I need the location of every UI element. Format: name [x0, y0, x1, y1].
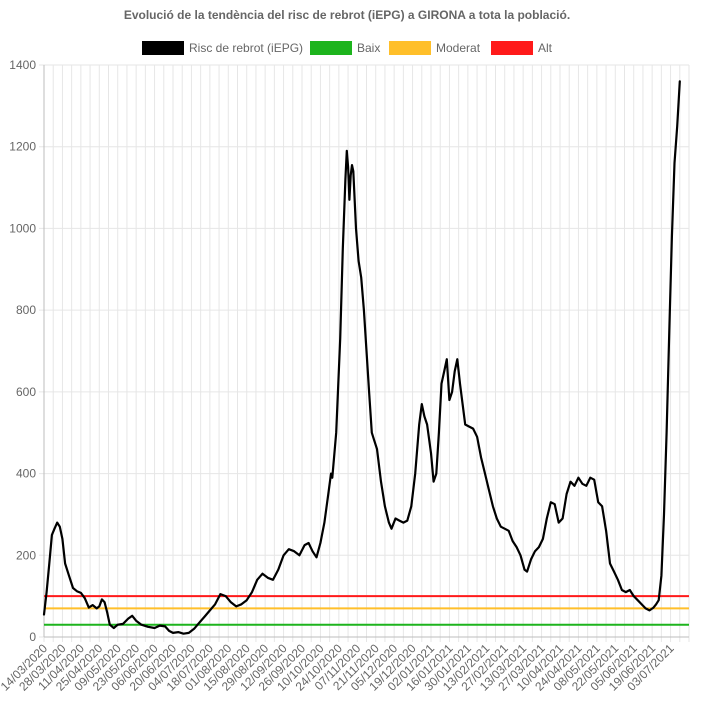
y-tick-label: 1400: [9, 58, 36, 72]
series-lines: [42, 80, 681, 635]
y-tick-label: 400: [16, 467, 36, 481]
chart-title: Evolució de la tendència del risc de reb…: [124, 8, 570, 22]
y-axis-ticks: 0 200 400 600 800 1000 1200 1400: [9, 58, 36, 644]
y-tick-label: 200: [16, 548, 36, 562]
legend: Risc de rebrot (iEPG) Baix Moderat Alt: [142, 41, 553, 55]
legend-swatch-risc: [142, 41, 184, 55]
legend-label-moderat: Moderat: [436, 41, 481, 55]
y-tick-label: 600: [16, 385, 36, 399]
legend-item-risc[interactable]: Risc de rebrot (iEPG): [142, 41, 303, 55]
y-tick-label: 800: [16, 303, 36, 317]
legend-item-alt[interactable]: Alt: [491, 41, 553, 55]
legend-label-alt: Alt: [538, 41, 553, 55]
y-tick-label: 1200: [9, 140, 36, 154]
legend-label-risc: Risc de rebrot (iEPG): [189, 41, 303, 55]
legend-label-baix: Baix: [357, 41, 380, 55]
series-line-risc-de-rebrot: [42, 80, 681, 635]
legend-swatch-alt: [491, 41, 533, 55]
y-tick-label: 0: [29, 630, 36, 644]
legend-swatch-baix: [310, 41, 352, 55]
threshold-lines: [44, 595, 689, 626]
y-tick-label: 1000: [9, 221, 36, 235]
legend-swatch-moderat: [389, 41, 431, 55]
legend-item-moderat[interactable]: Moderat: [389, 41, 481, 55]
grid: [39, 64, 690, 642]
x-axis-ticks: 14/03/202028/03/202011/04/202025/04/2020…: [0, 641, 677, 694]
legend-item-baix[interactable]: Baix: [310, 41, 380, 55]
